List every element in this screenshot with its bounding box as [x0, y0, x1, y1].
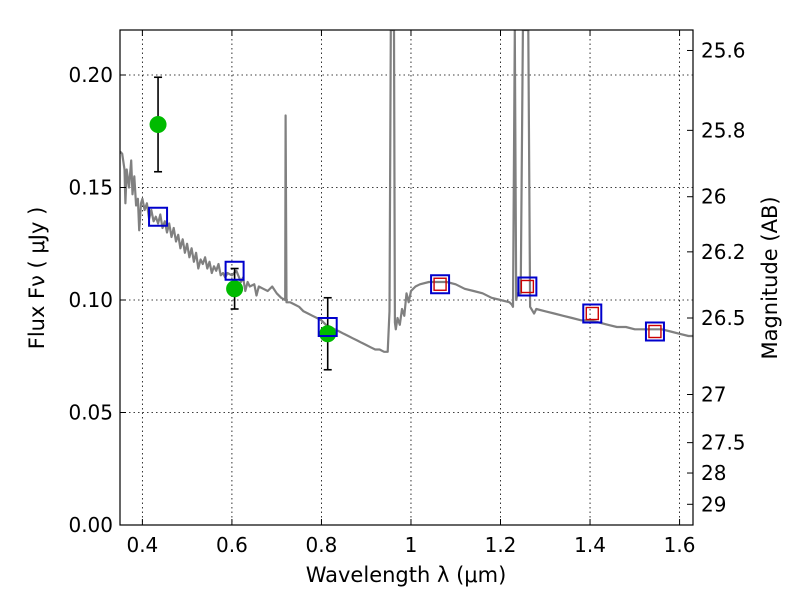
x-tick-label: 0.6	[216, 533, 248, 557]
y2-tick-label: 25.8	[701, 118, 746, 142]
x-tick-label: 0.4	[126, 533, 158, 557]
model-photometry-square	[148, 206, 169, 227]
x-axis-label: Wavelength λ (μm)	[306, 563, 507, 587]
model-photometry-square	[317, 317, 338, 337]
y-tick-label: 0.15	[68, 176, 113, 200]
plot-frame	[119, 29, 694, 526]
y-axis-label: Flux Fν ( μJy )	[25, 207, 49, 350]
x-tick-label: 1	[405, 533, 418, 557]
x-tick-label: 0.8	[306, 533, 338, 557]
y2-tick-label: 26.2	[701, 240, 746, 264]
upper-limit-square	[648, 324, 662, 339]
model-photometry-square	[517, 276, 538, 297]
x-tick-label: 1.4	[574, 533, 606, 557]
upper-limit-square	[433, 277, 447, 291]
observed-point	[226, 280, 244, 298]
x-tick-label: 1.2	[485, 533, 517, 557]
y2-tick-label: 28	[701, 461, 726, 485]
y2-tick-label: 27.5	[701, 431, 746, 455]
upper-limit-square	[585, 306, 599, 321]
y-tick-label: 0.20	[68, 63, 113, 87]
spectrum-line	[120, 30, 693, 353]
y2-tick-label: 26.5	[701, 306, 746, 330]
y2-tick-label: 26	[701, 185, 726, 209]
y-tick-label: 0.05	[68, 401, 113, 425]
grid	[120, 30, 693, 526]
y-tick-label: 0.10	[68, 288, 113, 312]
y2-tick-label: 27	[701, 383, 726, 407]
ticks: 0.4 0.6 0.8 1 1.2 1.4 1.6 0.00 0.05 0.10 0.15 0.20 2…	[68, 30, 746, 557]
x-tick-label: 1.6	[664, 533, 696, 557]
observed-point	[149, 116, 167, 133]
model-photometry-square	[224, 260, 245, 281]
y2-axis-label: Magnitude (AB)	[758, 196, 782, 359]
observed-point	[319, 325, 337, 343]
data-layer	[120, 30, 693, 371]
model-photometry-square	[430, 274, 451, 295]
model-photometry-square	[582, 303, 603, 324]
y-tick-label: 0.00	[68, 513, 113, 537]
upper-limit-square	[520, 279, 535, 294]
y2-tick-label: 29	[701, 492, 726, 516]
model-photometry-square	[644, 321, 665, 342]
y2-tick-label: 25.6	[701, 38, 746, 62]
